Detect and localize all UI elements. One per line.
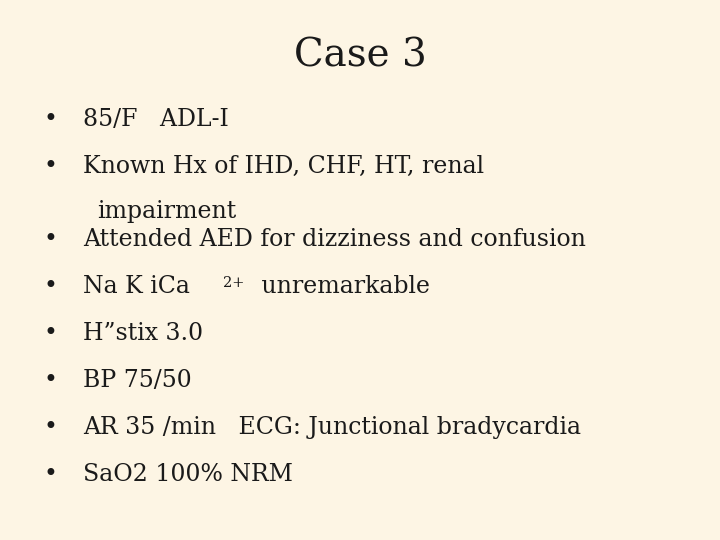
Text: •: • <box>43 155 58 178</box>
Text: •: • <box>43 108 58 131</box>
Text: 2+: 2+ <box>223 276 244 291</box>
Text: BP 75/50: BP 75/50 <box>83 369 192 392</box>
Text: •: • <box>43 228 58 251</box>
Text: SaO2 100% NRM: SaO2 100% NRM <box>83 463 293 486</box>
Text: Na K iCa: Na K iCa <box>83 275 189 298</box>
Text: •: • <box>43 275 58 298</box>
Text: Known Hx of IHD, CHF, HT, renal: Known Hx of IHD, CHF, HT, renal <box>83 155 484 178</box>
Text: impairment: impairment <box>97 200 236 222</box>
Text: Case 3: Case 3 <box>294 38 426 75</box>
Text: Attended AED for dizziness and confusion: Attended AED for dizziness and confusion <box>83 228 585 251</box>
Text: H”stix 3.0: H”stix 3.0 <box>83 322 203 345</box>
Text: unremarkable: unremarkable <box>254 275 430 298</box>
Text: •: • <box>43 416 58 439</box>
Text: 85/F   ADL-I: 85/F ADL-I <box>83 108 228 131</box>
Text: AR 35 /min   ECG: Junctional bradycardia: AR 35 /min ECG: Junctional bradycardia <box>83 416 581 439</box>
Text: •: • <box>43 463 58 486</box>
Text: •: • <box>43 369 58 392</box>
Text: •: • <box>43 322 58 345</box>
